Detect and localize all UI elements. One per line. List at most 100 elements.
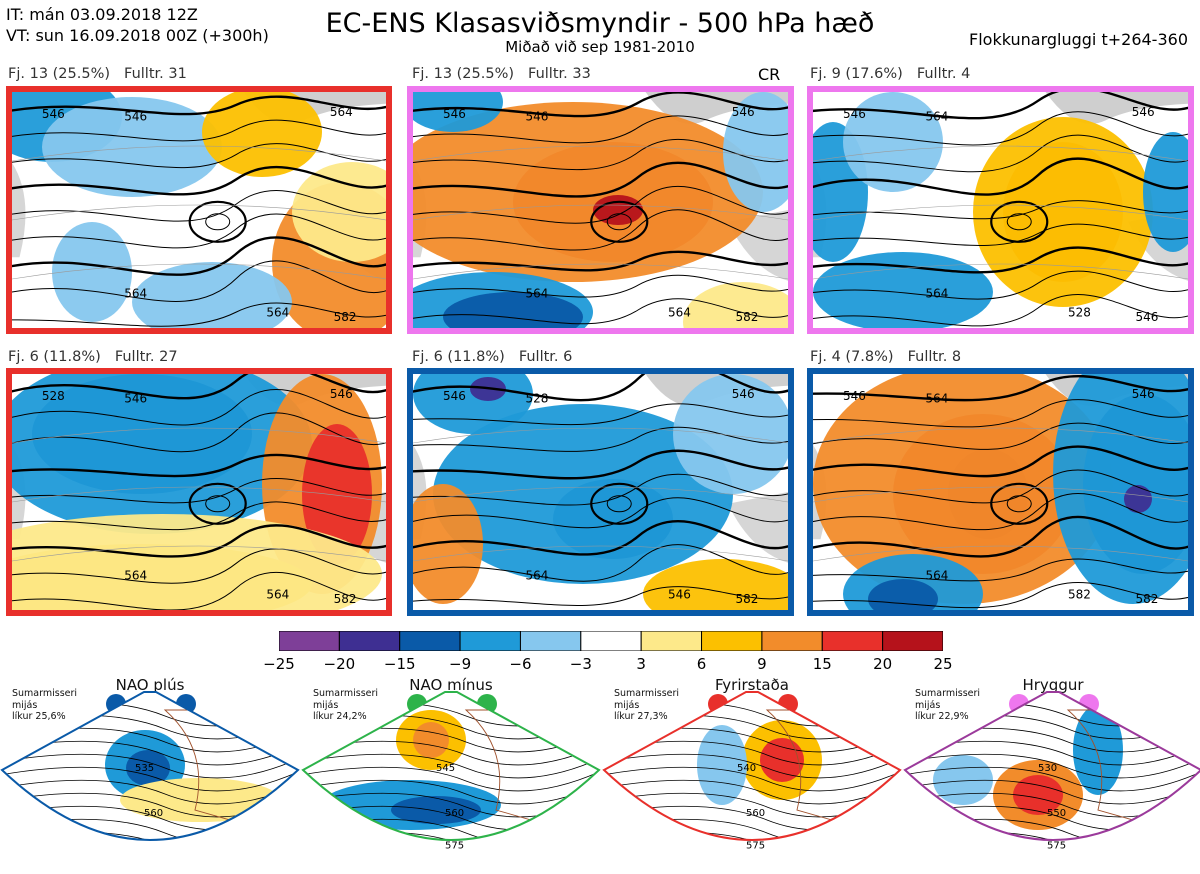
regime-description-line: Sumarmisseri (915, 688, 981, 699)
height-contour (12, 548, 386, 584)
height-contour (413, 139, 788, 171)
page-title: EC-ENS Klasasviðsmyndir - 500 hPa hæð (325, 8, 875, 39)
height-contour (813, 493, 1188, 531)
regime-description: Sumarmisseri mijás líkur 27,3% (614, 688, 679, 723)
latitude-line (12, 263, 386, 280)
greenland-land (1045, 92, 1188, 124)
regime-description-line: líkur 25,6% (12, 711, 66, 722)
contour-label: 582 (334, 310, 357, 324)
cluster-map-1[interactable]: 546 546 564 564 564 582 (6, 86, 392, 334)
height-contour (12, 389, 386, 426)
regime-description-line: líkur 27,3% (614, 711, 668, 722)
contour-label: 564 (124, 287, 147, 301)
closed-contour (188, 200, 247, 243)
regime-map-border (0, 691, 300, 841)
height-contour (12, 260, 386, 302)
height-contour (12, 213, 386, 249)
cluster-map-3-canvas: 546 564 546 564 528 546 (813, 92, 1188, 328)
latitude-line (413, 486, 788, 503)
regime-description-line: Sumarmisseri (313, 688, 379, 699)
regime-anomaly (126, 750, 170, 786)
height-contour (813, 270, 1188, 300)
colorbar-bin (278, 630, 340, 652)
contour-label: 582 (1068, 587, 1091, 601)
colorbar-tick-label: 3 (636, 655, 646, 673)
contour-label: 546 (1132, 387, 1155, 401)
regime-map-border (903, 691, 1200, 841)
height-contour (12, 524, 386, 558)
colorbar-tick-label: 20 (873, 655, 893, 673)
height-contour (813, 582, 1188, 609)
contour-label: 582 (736, 592, 759, 606)
anomaly-area (42, 97, 222, 197)
valid-time: VT: sun 16.09.2018 00Z (+300h) (6, 26, 269, 45)
anomaly-area (673, 374, 788, 494)
contour-label: 582 (1136, 592, 1159, 606)
panel-1-cluster: Fj. 13 (25.5%) (8, 66, 111, 82)
anomaly-area (433, 404, 733, 584)
cluster-map-5-canvas: 546 528 546 564 546 582 (413, 374, 788, 610)
latitude-line (813, 486, 1188, 503)
colorbar-tick-label: −6 (509, 655, 532, 673)
regime-map-border (301, 691, 601, 841)
regime-description: Sumarmisseri mijás líkur 24,2% (313, 688, 378, 723)
anomaly-area (413, 92, 503, 132)
latitude-line (413, 145, 788, 162)
height-contour (813, 422, 1188, 450)
cluster-map-5[interactable]: 546 528 546 564 546 582 (407, 368, 794, 616)
anomaly-area (1053, 374, 1188, 604)
panel-4-label: Fj. 6 (11.8%) Fulltr. 27 (8, 349, 192, 365)
closed-contour-inner (606, 213, 632, 231)
cluster-map-4[interactable]: 528 546 546 564 564 582 (6, 368, 392, 616)
colorbar-bin (399, 630, 461, 652)
contour-label: 564 (526, 569, 549, 583)
closed-contour-inner (1006, 495, 1032, 513)
height-contour (12, 302, 386, 327)
regime-description: Sumarmisseri mijás líkur 22,9% (915, 688, 980, 723)
latitude-line (413, 427, 788, 444)
contour-label: 546 (843, 389, 866, 403)
colorbar-bin (882, 630, 944, 652)
height-contour (413, 161, 788, 198)
height-contour (12, 571, 386, 610)
contour-label: 546 (443, 389, 466, 403)
cluster-map-4-canvas: 528 546 546 564 564 582 (12, 374, 386, 610)
height-contour (413, 92, 788, 118)
contour-label: 546 (843, 107, 866, 121)
panel-2-cluster: Fj. 13 (25.5%) (412, 66, 515, 82)
regime-description-line: mijás (915, 699, 941, 711)
cluster-map-6[interactable]: 546 564 546 564 582 582 (807, 368, 1194, 616)
colorbar-tick-label: −3 (569, 655, 592, 673)
contour-label: 546 (732, 105, 755, 119)
height-contour (413, 185, 788, 224)
cluster-map-2[interactable]: 546 546 546 564 564 582 (407, 86, 794, 334)
page-subtitle: Miðað við sep 1981-2010 (505, 38, 695, 56)
latitude-line (413, 204, 788, 221)
regime-description: Sumarmisseri mijás líkur 25,6% (12, 688, 77, 723)
cluster-map-3[interactable]: 546 564 546 564 528 546 (807, 86, 1194, 334)
latitude-line (12, 486, 386, 503)
regime-contour-label: 550 (1047, 808, 1066, 819)
height-contour (12, 453, 386, 478)
colorbar-bin (640, 630, 703, 652)
regime-contour (0, 845, 300, 869)
contour-label: 546 (124, 110, 147, 124)
cluster-map-6-canvas: 546 564 546 564 582 582 (813, 374, 1188, 610)
latitude-line (12, 145, 386, 162)
panel-1-label: Fj. 13 (25.5%) Fulltr. 31 (8, 66, 201, 82)
colorbar-bin (580, 630, 642, 652)
panel-4-cluster: Fj. 6 (11.8%) (8, 349, 101, 365)
height-contour (12, 166, 386, 196)
contour-label: 546 (124, 392, 147, 406)
init-time: IT: mán 03.09.2018 12Z (6, 5, 198, 24)
panel-6-members: Fulltr. 8 (907, 349, 962, 365)
closed-contour-inner (606, 495, 632, 513)
height-contour (12, 236, 386, 276)
height-contour (413, 544, 788, 582)
regime-name: NAO plús (115, 676, 185, 694)
latitude-line (12, 204, 386, 221)
closed-contour-inner (205, 495, 231, 513)
height-contour (413, 374, 788, 402)
colorbar-tick-label: −25 (263, 655, 295, 673)
contour-label: 546 (668, 587, 691, 601)
